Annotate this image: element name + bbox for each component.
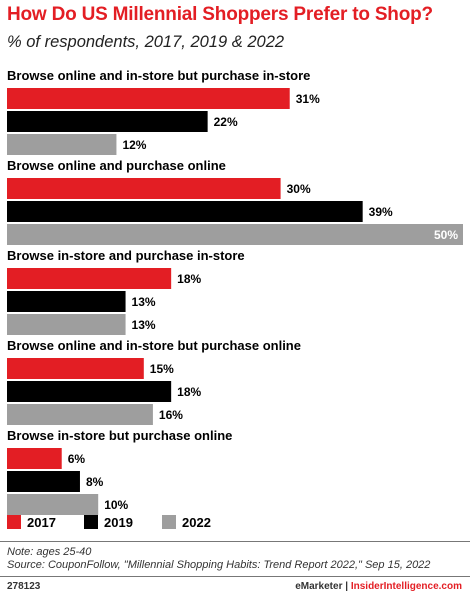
bar-chart: Browse online and in-store but purchase …: [7, 68, 463, 530]
value-label-2022-browse-in-store-but-purchase-online: 10%: [104, 498, 128, 512]
category-label-browse-online-and-in-store-but-purchase-in-store: Browse online and in-store but purchase …: [7, 68, 310, 83]
source-text: Source: CouponFollow, "Millennial Shoppi…: [7, 559, 431, 571]
legend-swatch-2022: [162, 515, 176, 529]
value-label-2017-browse-in-store-but-purchase-online: 6%: [68, 452, 86, 466]
legend-label-2017: 2017: [27, 515, 56, 530]
value-label-2019-browse-online-and-in-store-but-purchase-in-store: 22%: [214, 115, 238, 129]
bar-2017-browse-online-and-in-store-but-purchase-in-store: [7, 88, 290, 109]
footer-notes: Note: ages 25-40 Source: CouponFollow, "…: [7, 546, 430, 572]
bar-2022-browse-online-and-in-store-but-purchase-in-store: [7, 134, 117, 155]
bar-2022-browse-online-and-in-store-but-purchase-online: [7, 404, 153, 425]
value-label-2019-browse-in-store-and-purchase-in-store: 13%: [132, 295, 156, 309]
legend-label-2019: 2019: [104, 515, 133, 530]
bar-2019-browse-online-and-in-store-but-purchase-in-store: [7, 111, 208, 132]
value-label-2022-browse-online-and-in-store-but-purchase-in-store: 12%: [122, 138, 146, 152]
bar-2019-browse-online-and-purchase-online: [7, 201, 363, 222]
value-label-2022-browse-online-and-in-store-but-purchase-online: 16%: [159, 408, 183, 422]
value-label-2022-browse-online-and-purchase-online: 50%: [434, 228, 458, 242]
chart-title: How Do US Millennial Shoppers Prefer to …: [7, 4, 433, 25]
category-label-browse-in-store-but-purchase-online: Browse in-store but purchase online: [7, 428, 232, 443]
bar-2019-browse-in-store-but-purchase-online: [7, 471, 80, 492]
legend-swatch-2017: [7, 515, 21, 529]
category-label-browse-in-store-and-purchase-in-store: Browse in-store and purchase in-store: [7, 248, 245, 263]
value-label-2017-browse-online-and-in-store-but-purchase-in-store: 31%: [296, 92, 320, 106]
brand-emarketer: eMarketer: [295, 581, 343, 592]
value-label-2022-browse-in-store-and-purchase-in-store: 13%: [132, 318, 156, 332]
bar-2017-browse-in-store-but-purchase-online: [7, 448, 62, 469]
legend-swatch-2019: [84, 515, 98, 529]
footer-divider-bottom: [0, 576, 470, 577]
value-label-2017-browse-in-store-and-purchase-in-store: 18%: [177, 272, 201, 286]
value-label-2019-browse-online-and-purchase-online: 39%: [369, 205, 393, 219]
bar-2017-browse-online-and-purchase-online: [7, 178, 281, 199]
bar-2019-browse-in-store-and-purchase-in-store: [7, 291, 126, 312]
value-label-2017-browse-online-and-purchase-online: 30%: [287, 182, 311, 196]
chart-id: 278123: [7, 581, 41, 592]
footer-divider: [0, 541, 470, 542]
brand-credit: eMarketer | InsiderIntelligence.com: [295, 581, 462, 592]
brand-insider-link[interactable]: InsiderIntelligence.com: [350, 581, 462, 592]
value-label-2019-browse-in-store-but-purchase-online: 8%: [86, 475, 104, 489]
bar-2022-browse-in-store-and-purchase-in-store: [7, 314, 126, 335]
chart-subtitle: % of respondents, 2017, 2019 & 2022: [7, 33, 285, 51]
note-text: Note: ages 25-40: [7, 546, 92, 558]
bar-2022-browse-in-store-but-purchase-online: [7, 494, 99, 515]
value-label-2017-browse-online-and-in-store-but-purchase-online: 15%: [150, 362, 174, 376]
bar-2017-browse-online-and-in-store-but-purchase-online: [7, 358, 144, 379]
bar-2017-browse-in-store-and-purchase-in-store: [7, 268, 172, 289]
category-label-browse-online-and-in-store-but-purchase-online: Browse online and in-store but purchase …: [7, 338, 301, 353]
bar-2019-browse-online-and-in-store-but-purchase-online: [7, 381, 172, 402]
bar-2022-browse-online-and-purchase-online: [7, 224, 463, 245]
value-label-2019-browse-online-and-in-store-but-purchase-online: 18%: [177, 385, 201, 399]
category-label-browse-online-and-purchase-online: Browse online and purchase online: [7, 158, 226, 173]
brand-separator: |: [345, 581, 349, 592]
legend-label-2022: 2022: [182, 515, 211, 530]
